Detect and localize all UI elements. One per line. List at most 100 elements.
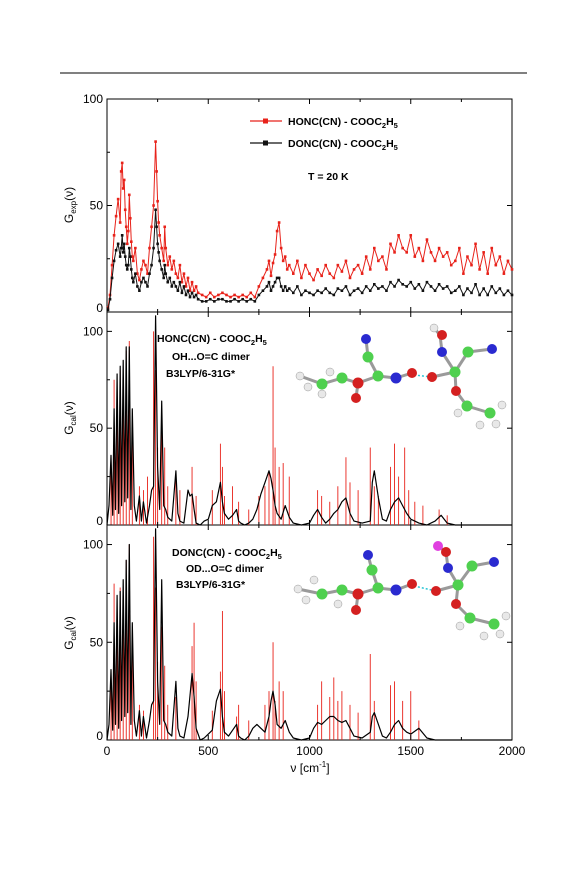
top-series-1-point-17 bbox=[130, 268, 133, 271]
molecule-illustration-od-dimer bbox=[293, 541, 511, 641]
legend-marker-honc bbox=[263, 118, 268, 124]
top-series-1-point-76 bbox=[275, 276, 279, 280]
bottom-anno-method: B3LYP/6-31G* bbox=[176, 579, 246, 591]
top-series-1-point-123 bbox=[454, 289, 457, 292]
top-series-1-point-19 bbox=[132, 280, 135, 284]
top-series-0-point-64 bbox=[237, 295, 240, 299]
top-series-0-point-37 bbox=[163, 225, 167, 229]
top-series-1-point-25 bbox=[144, 280, 147, 284]
top-series-0-point-84 bbox=[296, 259, 299, 263]
top-series-1-point-39 bbox=[166, 280, 170, 284]
top-series-1-point-7 bbox=[119, 246, 123, 250]
middle-anno-molecule: HONC(CN) - COOC2H5 bbox=[157, 333, 267, 347]
bottom-xtick-label-3: 1500 bbox=[397, 744, 424, 758]
top-series-0-point-4 bbox=[114, 214, 118, 218]
top-series-0-point-116 bbox=[425, 238, 429, 241]
top-series-1-point-120 bbox=[441, 287, 445, 290]
top-series-0-point-30 bbox=[154, 140, 157, 143]
top-series-1-point-67 bbox=[249, 297, 253, 301]
top-series-1-point-43 bbox=[174, 285, 178, 288]
top-series-1-point-98 bbox=[352, 289, 356, 292]
top-series-0-point-47 bbox=[182, 272, 186, 275]
top-series-0-point-126 bbox=[466, 255, 469, 258]
top-series-0-point-117 bbox=[429, 251, 433, 254]
top-series-1-point-59 bbox=[217, 297, 220, 301]
top-series-0-point-53 bbox=[194, 285, 198, 288]
top-series-0-point-95 bbox=[340, 270, 344, 273]
top-series-1-point-101 bbox=[364, 285, 368, 288]
top-series-0-point-133 bbox=[494, 263, 498, 267]
top-series-1-point-87 bbox=[308, 291, 311, 295]
top-series-0-point-6 bbox=[118, 221, 122, 224]
bottom-xtick-label-1: 500 bbox=[198, 744, 218, 758]
top-series-1-point-9 bbox=[121, 251, 125, 254]
top-series-1-point-85 bbox=[300, 293, 303, 297]
top-series-0-point-120 bbox=[441, 255, 445, 258]
top-series-0-point-75 bbox=[273, 253, 277, 256]
top-series-0-point-135 bbox=[502, 272, 506, 275]
top-series-0-point-130 bbox=[482, 251, 485, 254]
top-series-0-point-108 bbox=[393, 251, 396, 254]
top-series-1-point-32 bbox=[156, 242, 159, 246]
top-ytick-label-2: 100 bbox=[83, 92, 103, 106]
top-series-0-point-77 bbox=[277, 221, 281, 224]
top-series-1-point-106 bbox=[385, 289, 388, 292]
top-series-1-point-10 bbox=[122, 242, 126, 246]
top-series-1-point-124 bbox=[458, 285, 461, 288]
top-series-1-point-90 bbox=[320, 291, 323, 295]
top-series-0-point-52 bbox=[192, 289, 196, 292]
top-series-1-point-1 bbox=[108, 297, 112, 301]
top-series-1-point-79 bbox=[281, 289, 285, 292]
top-series-0-point-87 bbox=[308, 272, 311, 275]
top-series-0-point-41 bbox=[170, 268, 174, 271]
top-series-1-point-107 bbox=[389, 280, 392, 284]
top-series-0-point-14 bbox=[126, 229, 130, 233]
top-series-0-point-79 bbox=[281, 259, 285, 263]
top-ytick-label-1: 50 bbox=[90, 199, 104, 213]
top-series-0-point-125 bbox=[462, 272, 465, 275]
top-series-0-point-34 bbox=[158, 234, 161, 237]
top-series-1-point-3 bbox=[112, 259, 116, 263]
top-series-1-point-29 bbox=[152, 246, 155, 250]
bottom-xtick-label-4: 2000 bbox=[499, 744, 526, 758]
top-series-1-point-14 bbox=[126, 263, 130, 267]
top-series-0-point-17 bbox=[130, 240, 133, 244]
top-series-1-point-58 bbox=[213, 300, 216, 303]
top-series-0-point-119 bbox=[437, 246, 441, 250]
bottom-anno-dimer: OD...O=C dimer bbox=[186, 563, 264, 575]
top-series-0-point-35 bbox=[160, 246, 163, 250]
top-series-1-point-96 bbox=[344, 285, 348, 288]
top-series-1-point-69 bbox=[257, 293, 261, 297]
top-series-1-point-77 bbox=[277, 276, 281, 280]
top-series-1-point-70 bbox=[261, 289, 265, 292]
top-series-1-point-40 bbox=[168, 276, 172, 280]
top-series-1-point-110 bbox=[401, 283, 404, 286]
top-series-1-point-75 bbox=[273, 280, 277, 284]
top-series-1-point-105 bbox=[381, 285, 384, 288]
top-series-0-point-101 bbox=[364, 255, 368, 258]
top-series-0-point-104 bbox=[377, 259, 380, 263]
top-series-1-point-62 bbox=[229, 300, 232, 303]
top-series-1-point-63 bbox=[233, 297, 236, 301]
top-series-0-point-100 bbox=[360, 272, 364, 275]
top-series-0-point-80 bbox=[283, 255, 287, 258]
top-series-0-point-32 bbox=[156, 199, 159, 203]
molecule-illustration-oh-dimer bbox=[295, 323, 507, 430]
top-series-1-point-52 bbox=[192, 295, 196, 299]
top-series-0-point-93 bbox=[332, 276, 336, 280]
top-series-1-point-26 bbox=[146, 285, 149, 288]
top-series-1-point-134 bbox=[498, 287, 502, 290]
top-series-1-point-104 bbox=[377, 287, 380, 290]
top-series-1-point-86 bbox=[304, 289, 307, 292]
top-series-0-point-60 bbox=[221, 291, 224, 295]
top-series-1-point-31 bbox=[155, 225, 158, 229]
top-series-1-point-133 bbox=[494, 291, 498, 295]
top-series-0-point-49 bbox=[186, 276, 190, 280]
top-series-1-point-16 bbox=[128, 255, 132, 258]
top-series-1-point-64 bbox=[237, 300, 240, 303]
top-series-0-point-96 bbox=[344, 259, 348, 263]
top-series-0-point-13 bbox=[125, 242, 129, 246]
top-series-0-point-129 bbox=[478, 268, 481, 271]
top-series-0-point-132 bbox=[490, 246, 494, 250]
